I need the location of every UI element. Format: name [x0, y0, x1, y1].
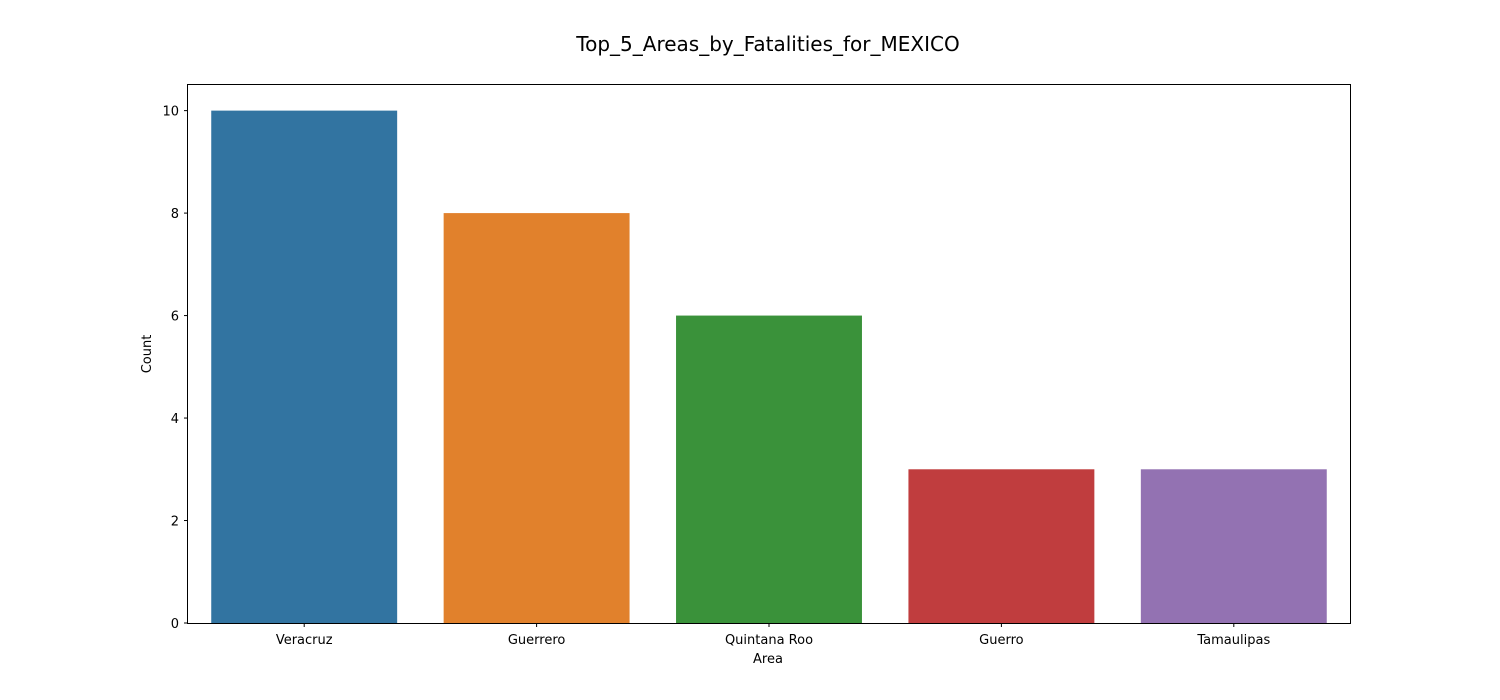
y-tick-label: 6: [171, 310, 179, 325]
y-tick-label: 2: [171, 515, 179, 530]
y-tick-label: 4: [171, 412, 179, 427]
y-axis-label: Count: [140, 335, 155, 374]
bar-guerro: [908, 469, 1095, 623]
bar-quintana-roo: [676, 315, 862, 623]
bar-veracruz: [211, 110, 398, 624]
x-tick-label: Guerrero: [508, 633, 566, 648]
bars: [211, 110, 1327, 624]
x-tick-label: Guerro: [979, 633, 1023, 648]
x-tick-label: Quintana Roo: [725, 633, 813, 648]
x-tick-label: Veracruz: [276, 633, 333, 648]
x-tick-label: Tamaulipas: [1196, 633, 1270, 648]
plot-frame: [187, 84, 1351, 624]
y-tick-label: 10: [162, 105, 179, 120]
bar-guerrero: [443, 213, 630, 623]
y-tick-label: 0: [171, 617, 179, 632]
y-axis: 0 2 4 6 8 10: [162, 105, 188, 632]
bar-tamaulipas: [1140, 469, 1327, 623]
chart-title: Top_5_Areas_by_Fatalities_for_MEXICO: [575, 32, 959, 56]
x-axis-label: Area: [753, 652, 783, 667]
y-tick-label: 8: [171, 207, 179, 222]
x-axis: Veracruz Guerrero Quintana Roo Guerro Tamaul…: [276, 623, 1270, 648]
